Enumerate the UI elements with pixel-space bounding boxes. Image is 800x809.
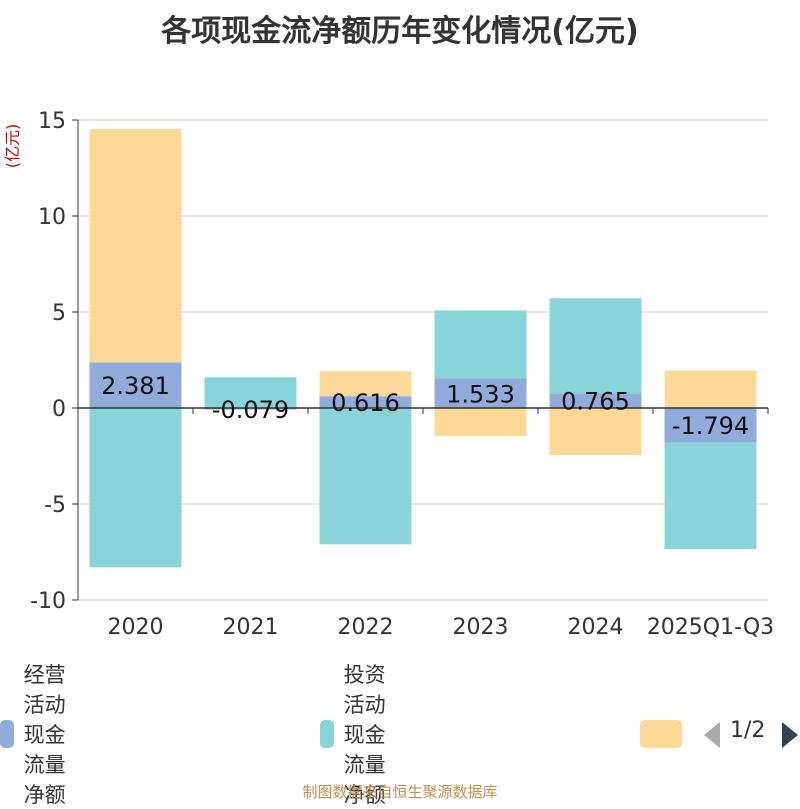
- data-label: 2.381: [101, 372, 170, 400]
- y-tick-label: 5: [52, 301, 66, 326]
- legend-swatch-financing: [640, 720, 682, 748]
- chart-title: 各项现金流净额历年变化情况(亿元): [161, 14, 639, 49]
- x-tick-label: 2025Q1-Q3: [647, 615, 774, 640]
- data-label: 1.533: [446, 380, 515, 408]
- chart-area: 15 10 5 0 -5 -10 (亿元) 2020 2021 2022 2023 2024 2025Q…: [3, 109, 774, 640]
- bar-financing: [549, 408, 642, 456]
- legend-swatch-operating: [0, 720, 14, 748]
- bar-investing: [89, 408, 182, 568]
- data-label: -1.794: [672, 412, 749, 440]
- y-tick-label: 15: [38, 109, 66, 134]
- legend-next-page-icon[interactable]: [782, 722, 798, 748]
- bar-operating: [89, 362, 182, 408]
- legend-prev-page-icon[interactable]: [704, 722, 720, 748]
- x-tick-label: 2024: [568, 615, 624, 640]
- bar-investing: [319, 408, 412, 545]
- x-tick-label: 2020: [108, 615, 164, 640]
- legend-page-indicator: 1/2: [730, 718, 766, 743]
- bar-investing: [434, 310, 527, 379]
- bar-financing: [664, 370, 757, 408]
- bar-investing: [204, 377, 297, 408]
- y-axis-title: (亿元): [3, 124, 22, 169]
- axes: 15 10 5 0 -5 -10 (亿元) 2020 2021 2022 2023 2024 2025Q…: [3, 109, 774, 640]
- bar-investing: [549, 298, 642, 394]
- bar-operating: [434, 378, 527, 408]
- bar-financing: [319, 371, 412, 397]
- x-tick-label: 2023: [453, 615, 509, 640]
- data-label: 0.765: [561, 388, 630, 416]
- bar-operating: [319, 396, 412, 408]
- gridlines: [78, 119, 768, 601]
- bar-operating: [664, 408, 757, 443]
- bar-operating: [204, 408, 297, 410]
- x-tick-label: 2022: [338, 615, 394, 640]
- legend-swatch-investing: [320, 720, 334, 748]
- y-tick-label: 10: [38, 205, 66, 230]
- x-tick-label: 2021: [223, 615, 279, 640]
- bar-investing: [664, 442, 757, 550]
- legend-item-investing[interactable]: 投资活动现金流量净额: [320, 659, 401, 809]
- bar-financing: [434, 408, 527, 436]
- y-tick-label: -10: [30, 589, 66, 614]
- bars: [89, 129, 757, 568]
- y-tick-label: 0: [52, 397, 66, 422]
- bar-operating: [549, 393, 642, 408]
- y-tick-label: -5: [44, 493, 66, 518]
- legend-item-financing[interactable]: [640, 720, 692, 748]
- data-label: -0.079: [212, 396, 289, 424]
- data-label: 0.616: [331, 389, 400, 417]
- bar-financing: [89, 129, 182, 363]
- data-labels: 2.381 -0.079 0.616 1.533 0.765 -1.794: [101, 372, 749, 440]
- source-note: 制图数据来自恒生聚源数据库: [302, 783, 498, 801]
